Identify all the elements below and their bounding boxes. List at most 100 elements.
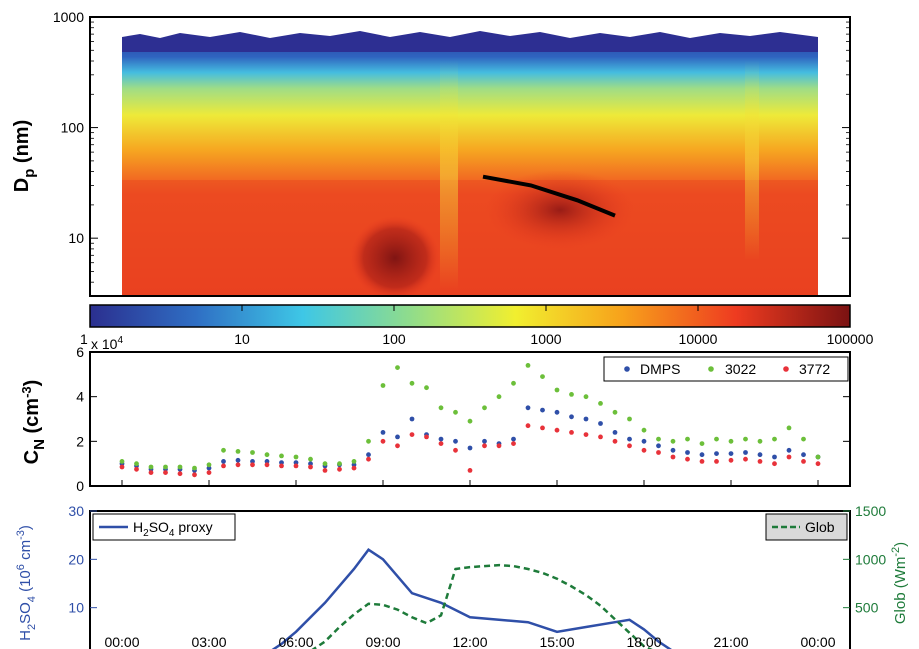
cn-point-dmps [351, 462, 357, 468]
cn-point-3022 [583, 394, 589, 400]
cn-point-dmps [221, 459, 226, 464]
heatmap-y-label: Dp (nm) [11, 120, 38, 193]
legend-label-3022: 3022 [725, 361, 756, 377]
heatmap-y-tick-label: 1000 [53, 9, 84, 25]
cn-point-3772 [148, 470, 154, 475]
h2so4-x-tick-label: 03:00 [191, 634, 226, 649]
heatmap-top-edge [122, 30, 818, 52]
cn-point-dmps [699, 452, 705, 458]
cn-point-3022 [206, 462, 212, 468]
cn-point-3772 [322, 468, 328, 473]
cn-point-3022 [250, 450, 255, 455]
cn-point-dmps [757, 452, 763, 458]
colorbar-exponent: x 104 [91, 335, 123, 352]
cn-point-3772 [293, 463, 299, 469]
h2so4-left-tick-label: 30 [68, 503, 84, 519]
cn-point-3022 [192, 465, 197, 471]
cn-point-3772 [351, 465, 357, 471]
cn-point-3022 [685, 436, 690, 442]
h2so4-proxy-line [271, 548, 672, 649]
cn-point-dmps [395, 434, 400, 440]
cn-point-3772 [235, 462, 241, 468]
cn-point-3022 [728, 438, 734, 444]
glob-legend-box [765, 513, 848, 541]
cn-point-3022 [337, 461, 342, 467]
cn-point-3022 [264, 452, 270, 458]
cn-point-3772 [119, 464, 125, 470]
cn-point-3022 [598, 401, 603, 406]
cn-point-3022 [743, 436, 748, 442]
cn-point-3022 [351, 459, 357, 464]
cn-point-3022 [786, 425, 792, 431]
cn-point-dmps [612, 430, 618, 435]
colorbar-tick-label: 100000 [827, 331, 874, 347]
cn-y-tick-label: 0 [76, 478, 84, 494]
cn-point-dmps [540, 407, 545, 413]
cn-point-3772 [206, 470, 212, 475]
heatmap-yellow-plume-2 [745, 60, 759, 260]
cn-point-3772 [685, 456, 690, 462]
heatmap-dark-region-2 [485, 170, 635, 250]
cn-point-dmps [293, 460, 299, 465]
cn-point-dmps [380, 430, 386, 435]
cn-point-3022 [134, 461, 139, 467]
cn-point-dmps [743, 450, 748, 455]
cn-point-dmps [714, 451, 719, 456]
cn-y-tick-label: 2 [76, 433, 84, 449]
cn-point-3022 [757, 438, 763, 444]
cn-point-3772 [409, 432, 415, 437]
cn-point-3772 [221, 463, 226, 469]
cn-point-dmps [772, 454, 777, 460]
legend-marker-3022 [708, 366, 714, 372]
h2so4-x-tick-label: 09:00 [365, 634, 400, 649]
h2so4-left-tick-label: 20 [68, 551, 84, 567]
growth-line [482, 174, 616, 218]
cn-point-3022 [525, 363, 531, 368]
colorbar-first-label: 1 [80, 331, 88, 347]
h2so4-x-tick-label: 18:00 [626, 634, 661, 649]
heatmap-panel: 10 100 1000 Dp (nm) [11, 9, 851, 297]
cn-point-3772 [279, 463, 284, 469]
cn-y-ticks: 0 2 4 6 [76, 344, 850, 494]
cn-point-dmps [264, 459, 270, 464]
cn-point-3022 [148, 464, 154, 470]
cn-x-ticks [121, 480, 819, 486]
cn-point-3022 [641, 427, 647, 433]
cn-point-3772 [511, 441, 516, 446]
cn-point-3022 [177, 464, 183, 470]
cn-point-3772 [134, 466, 139, 472]
cn-point-dmps [786, 447, 792, 453]
cn-point-dmps [438, 436, 444, 442]
cn-point-3772 [525, 423, 531, 429]
heatmap-top-noise [122, 30, 818, 38]
cn-point-dmps [670, 447, 676, 453]
cn-point-3022 [424, 385, 429, 391]
cn-point-3772 [815, 461, 821, 467]
cn-point-3022 [322, 461, 328, 467]
cn-point-dmps [656, 443, 661, 449]
cn-y-tick-label: 4 [76, 389, 84, 405]
cn-point-3022 [380, 383, 386, 388]
colorbar-tick-label: 10 [234, 331, 250, 347]
cn-point-3772 [192, 472, 197, 478]
h2so4-legend-label: H2SO4 proxy [133, 519, 213, 539]
cn-point-3772 [453, 447, 458, 453]
cn-point-3022 [409, 380, 415, 386]
colorbar-tick-label: 10000 [679, 331, 718, 347]
h2so4-y-label-right: Glob (Wm-2) [890, 542, 909, 624]
colorbar-tick-label: 100 [382, 331, 406, 347]
heatmap-lower-band [122, 180, 818, 296]
cn-point-3022 [279, 453, 284, 459]
glob-legend: Glob [765, 513, 848, 541]
cn-point-3022 [569, 392, 574, 397]
h2so4-y-label-left: H2SO4 (106 cm-3) [15, 525, 38, 641]
h2so4-x-tick-label: 00:00 [800, 634, 835, 649]
cn-point-dmps [453, 438, 458, 444]
cn-point-3022 [482, 405, 487, 411]
heatmap-frame [89, 16, 851, 297]
cn-point-dmps [685, 450, 690, 455]
cn-point-3772 [728, 457, 734, 463]
h2so4-right-ticks: 0 500 1000 1500 [843, 503, 886, 649]
cn-point-dmps [511, 436, 516, 442]
cn-point-3772 [496, 443, 502, 449]
